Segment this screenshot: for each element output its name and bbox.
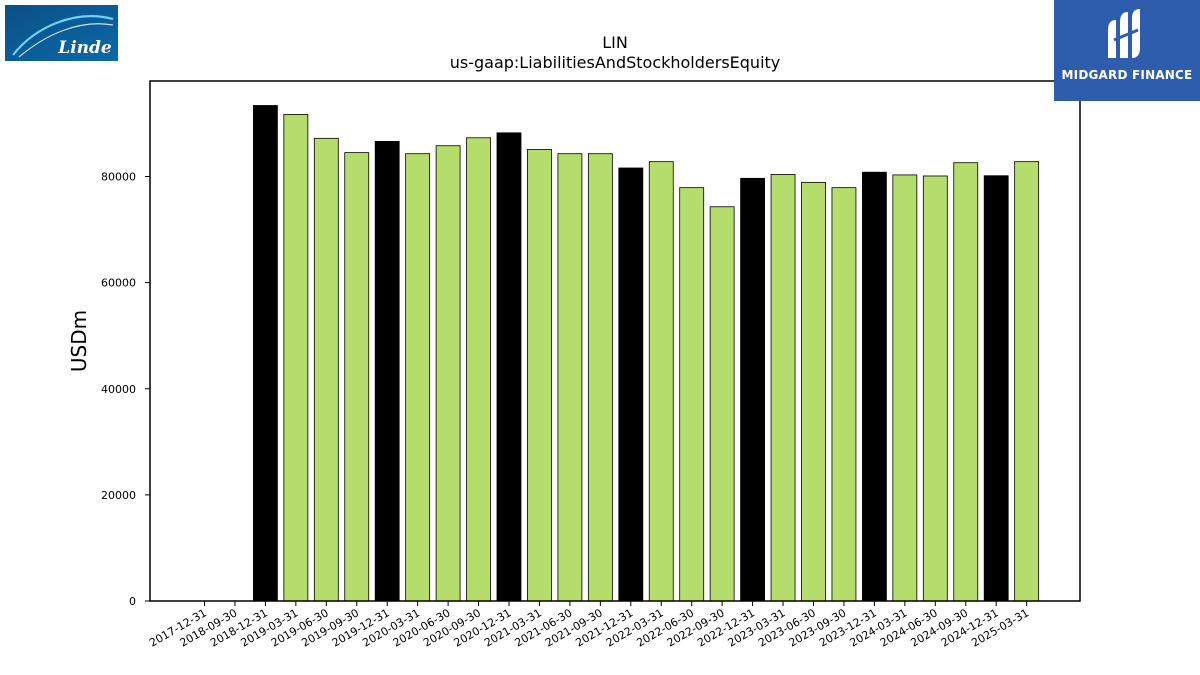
- plot-frame: [149, 80, 1081, 602]
- bars-group: [252, 105, 1040, 602]
- chart-title-ticker: LIN: [602, 33, 628, 52]
- midgard-emblem-icon: [1108, 9, 1140, 58]
- midgard-logo-text: MIDGARD FINANCE: [1061, 68, 1193, 82]
- y-tick-label: 80000: [101, 171, 136, 184]
- bar-2023-06-30: [801, 181, 826, 602]
- y-tick-label: 40000: [101, 383, 136, 396]
- bar-2024-06-30: [922, 175, 948, 602]
- bar-2021-06-30: [557, 153, 583, 602]
- bar-2019-12-31: [374, 141, 400, 602]
- bar-2023-03-31: [770, 173, 796, 602]
- bar-2019-03-31: [283, 114, 309, 602]
- bar-2022-09-30: [709, 206, 735, 602]
- bar-2021-12-31: [618, 167, 644, 602]
- bar-2024-12-31: [983, 175, 1009, 602]
- bar-2025-03-31: [1014, 161, 1040, 602]
- bar-2021-09-30: [587, 153, 613, 602]
- bar-2019-09-30: [344, 152, 370, 602]
- bar-2020-09-30: [466, 137, 491, 602]
- y-ticks-group: 0 20000 40000 60000 80000: [101, 171, 150, 608]
- y-tick-label: 0: [129, 595, 136, 608]
- linde-logo-text: Linde: [57, 38, 112, 58]
- y-tick-label: 60000: [101, 277, 136, 290]
- bar-2022-03-31: [648, 161, 674, 602]
- bar-2021-03-31: [527, 149, 552, 602]
- linde-logo: Linde: [5, 5, 118, 61]
- bar-2023-09-30: [831, 187, 857, 602]
- bar-2019-06-30: [313, 137, 339, 602]
- bar-2020-12-31: [496, 132, 522, 602]
- bar-2022-12-31: [740, 177, 765, 602]
- x-ticks-group: 2017-12-312018-09-302018-12-312019-03-31…: [147, 601, 1031, 650]
- bar-2018-12-31: [252, 105, 278, 602]
- bar-2024-09-30: [953, 162, 979, 602]
- bar-2023-12-31: [862, 171, 887, 602]
- bar-2022-06-30: [679, 187, 705, 602]
- chart-title-concept: us-gaap:LiabilitiesAndStockholdersEquity: [450, 53, 781, 72]
- midgard-finance-logo: MIDGARD FINANCE: [1054, 0, 1200, 101]
- bar-2024-03-31: [892, 174, 918, 602]
- bar-2020-06-30: [435, 145, 461, 602]
- bar-2020-03-31: [405, 153, 431, 602]
- y-axis-label: USDm: [67, 310, 91, 372]
- y-tick-label: 20000: [101, 489, 136, 502]
